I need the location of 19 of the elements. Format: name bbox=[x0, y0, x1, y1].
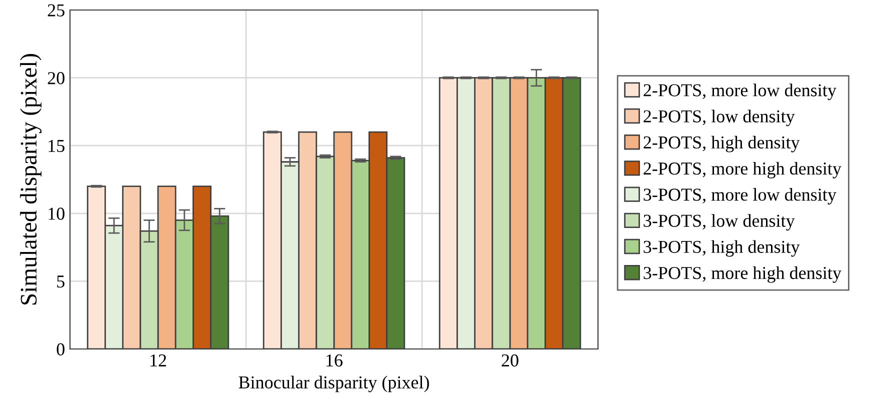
x-tick-label: 16 bbox=[326, 354, 342, 367]
legend-label: 2-POTS, high density bbox=[644, 136, 800, 152]
x-tick-label: 20 bbox=[502, 354, 518, 367]
y-tick-label: 5 bbox=[57, 276, 64, 288]
y-axis-title: Simulated disparity (pixel) bbox=[20, 54, 42, 304]
legend-label: 2-POTS, more low density bbox=[644, 84, 836, 100]
legend-label: 3-POTS, more high density bbox=[644, 266, 842, 283]
legend-label: 3-POTS, low density bbox=[644, 214, 795, 231]
y-tick-label: 0 bbox=[56, 343, 64, 356]
x-tick-label: 12 bbox=[150, 354, 166, 366]
y-tick-label: 10 bbox=[48, 208, 64, 220]
y-tick-label: 20 bbox=[48, 72, 64, 84]
y-tick-label: 25 bbox=[48, 4, 64, 16]
y-tick-label: 15 bbox=[48, 140, 64, 152]
legend-label: 3-POTS, high density bbox=[644, 240, 800, 257]
legend-label: 2-POTS, low density bbox=[644, 110, 795, 126]
legend-label: 3-POTS, more low density bbox=[644, 188, 836, 204]
x-axis-title: Binocular disparity (pixel) bbox=[238, 376, 429, 392]
legend-label: 2-POTS, more high density bbox=[644, 162, 842, 178]
